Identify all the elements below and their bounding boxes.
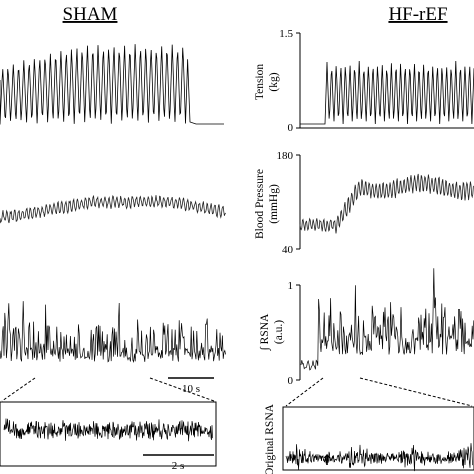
bp-tick-max: 180 bbox=[277, 150, 294, 162]
bp-axis: 180 40 Blood Pressure (mmHg) bbox=[254, 150, 301, 256]
sham-bp-trace bbox=[0, 194, 226, 224]
hfref-zoom-connector-right bbox=[359, 377, 473, 407]
hfref-title: HF-rEF bbox=[388, 4, 447, 25]
sham-original-rsna-trace bbox=[3, 418, 213, 442]
rsna-tick-max: 1 bbox=[288, 280, 294, 292]
up-arrow-icon: ↑ bbox=[321, 453, 333, 469]
scale-bar-10s-label: 10 s bbox=[182, 383, 200, 395]
original-rsna-label: Original RSNA bbox=[264, 403, 276, 474]
rsna-ylabel-unit: (a.u.) bbox=[273, 320, 285, 344]
sham-zoom-connector-left bbox=[1, 377, 36, 402]
sham-tension-trace bbox=[0, 44, 224, 125]
rsna-tick-min: 0 bbox=[288, 375, 294, 387]
bp-ylabel: Blood Pressure bbox=[254, 169, 266, 239]
tension-tick-min: 0 bbox=[288, 122, 294, 134]
hfref-rsna-trace bbox=[300, 268, 474, 371]
hfref-original-rsna-trace bbox=[285, 443, 473, 472]
sham-title: SHAM bbox=[63, 4, 118, 25]
tension-axis: 1.5 0 Tension (kg) bbox=[254, 28, 474, 134]
hfref-zoom-connector-left bbox=[285, 377, 324, 407]
sham-inset-box bbox=[0, 401, 217, 467]
scale-bar-2s-label: 2 s bbox=[172, 460, 185, 472]
hfref-tension-trace bbox=[300, 60, 474, 125]
sham-zoom-connector-right bbox=[149, 377, 215, 402]
bp-ylabel-unit: (mmHg) bbox=[268, 184, 280, 224]
rsna-ylabel: ∫ RSNA bbox=[259, 313, 271, 351]
tension-tick-max: 1.5 bbox=[279, 28, 293, 40]
rsna-axis: 1 0 ∫ RSNA (a.u.) bbox=[259, 280, 301, 387]
bp-tick-min: 40 bbox=[282, 244, 294, 256]
hfref-bp-trace bbox=[299, 173, 474, 234]
sham-rsna-trace bbox=[0, 301, 226, 363]
tension-ylabel-unit: (kg) bbox=[268, 72, 280, 91]
tension-ylabel: Tension bbox=[254, 64, 266, 100]
hfref-inset-box bbox=[282, 406, 474, 471]
